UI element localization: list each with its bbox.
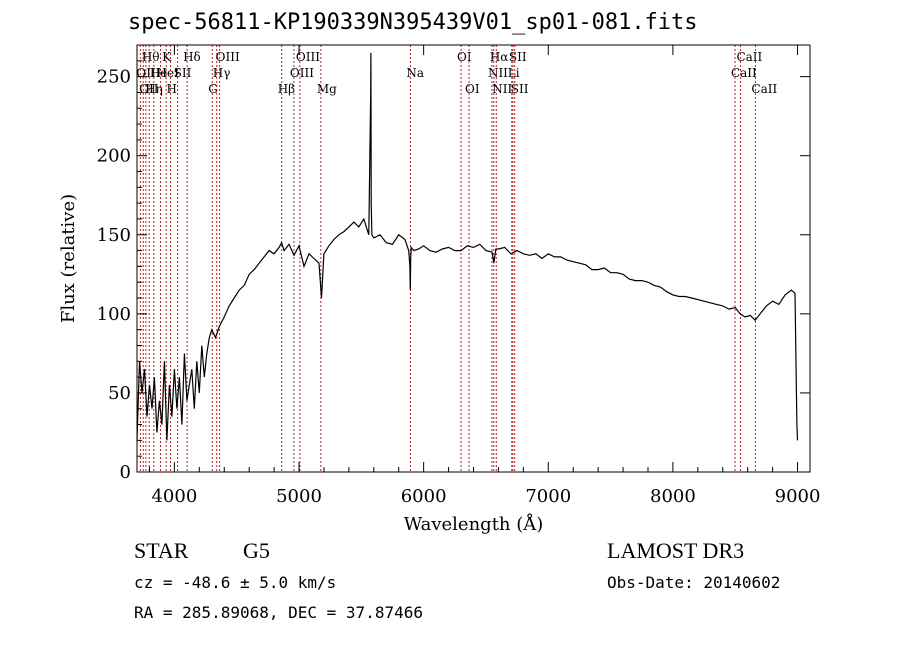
y-tick-label-250: 250	[97, 67, 131, 88]
y-tick-label-200: 200	[97, 146, 131, 167]
y-tick-label-0: 0	[120, 462, 131, 483]
chart-title: spec-56811-KP190339N395439V01_sp01-081.f…	[128, 10, 698, 35]
line-marker-label-27: CaII	[736, 50, 762, 64]
redshift-text: cz = -48.6 ± 5.0 km/s	[134, 573, 337, 592]
line-marker-label-15: OIII	[296, 50, 320, 64]
x-axis-label: Wavelength (Å)	[404, 513, 544, 535]
line-marker-label-14: OIII	[290, 66, 314, 80]
line-marker-label-13: Hβ	[278, 82, 295, 96]
line-marker-label-8: SII	[174, 66, 192, 80]
line-marker-label-4: He	[150, 66, 168, 80]
line-marker-label-21: Hα	[490, 50, 509, 64]
line-marker-label-10: G	[208, 82, 218, 96]
object-class: STAR	[134, 538, 189, 563]
line-marker-label-22: NII	[492, 82, 512, 96]
x-tick-label-7000: 7000	[525, 486, 571, 507]
y-tick-label-100: 100	[97, 304, 131, 325]
line-marker-label-5: HeI	[157, 66, 180, 80]
line-marker-label-18: OI	[457, 50, 472, 64]
spectrum-line	[136, 52, 799, 441]
line-marker-label-7: H	[167, 82, 177, 96]
y-tick-label-50: 50	[108, 383, 131, 404]
obs-date-text: Obs-Date: 20140602	[607, 573, 781, 592]
coordinates-text: RA = 285.89068, DEC = 37.87466	[134, 603, 423, 622]
plot-frame	[136, 44, 811, 473]
line-marker-label-6: K	[162, 50, 172, 64]
line-marker-label-12: OIII	[216, 50, 240, 64]
line-marker-label-17: Na	[406, 66, 424, 80]
x-tick-label-4000: 4000	[151, 486, 197, 507]
line-marker-label-19: OI	[465, 82, 480, 96]
line-marker-label-2: Hθ	[142, 50, 160, 64]
spectral-subclass: G5	[243, 538, 270, 563]
line-marker-label-16: Mg	[317, 82, 337, 96]
line-marker-label-23: Li	[508, 66, 520, 80]
y-axis-label: Flux (relative)	[58, 194, 79, 323]
x-tick-label-8000: 8000	[650, 486, 696, 507]
line-marker-label-9: Hδ	[183, 50, 201, 64]
x-tick-label-6000: 6000	[401, 486, 447, 507]
y-tick-label-150: 150	[97, 225, 131, 246]
line-marker-label-28: CaII	[751, 82, 777, 96]
line-marker-label-25: SII	[511, 82, 529, 96]
x-tick-label-9000: 9000	[775, 486, 821, 507]
x-tick-label-5000: 5000	[276, 486, 322, 507]
line-marker-label-24: SII	[509, 50, 527, 64]
line-marker-label-20: NII	[488, 66, 508, 80]
survey-label: LAMOST DR3	[607, 538, 745, 563]
line-marker-label-26: CaII	[731, 66, 757, 80]
line-marker-label-11: Hγ	[213, 66, 231, 80]
